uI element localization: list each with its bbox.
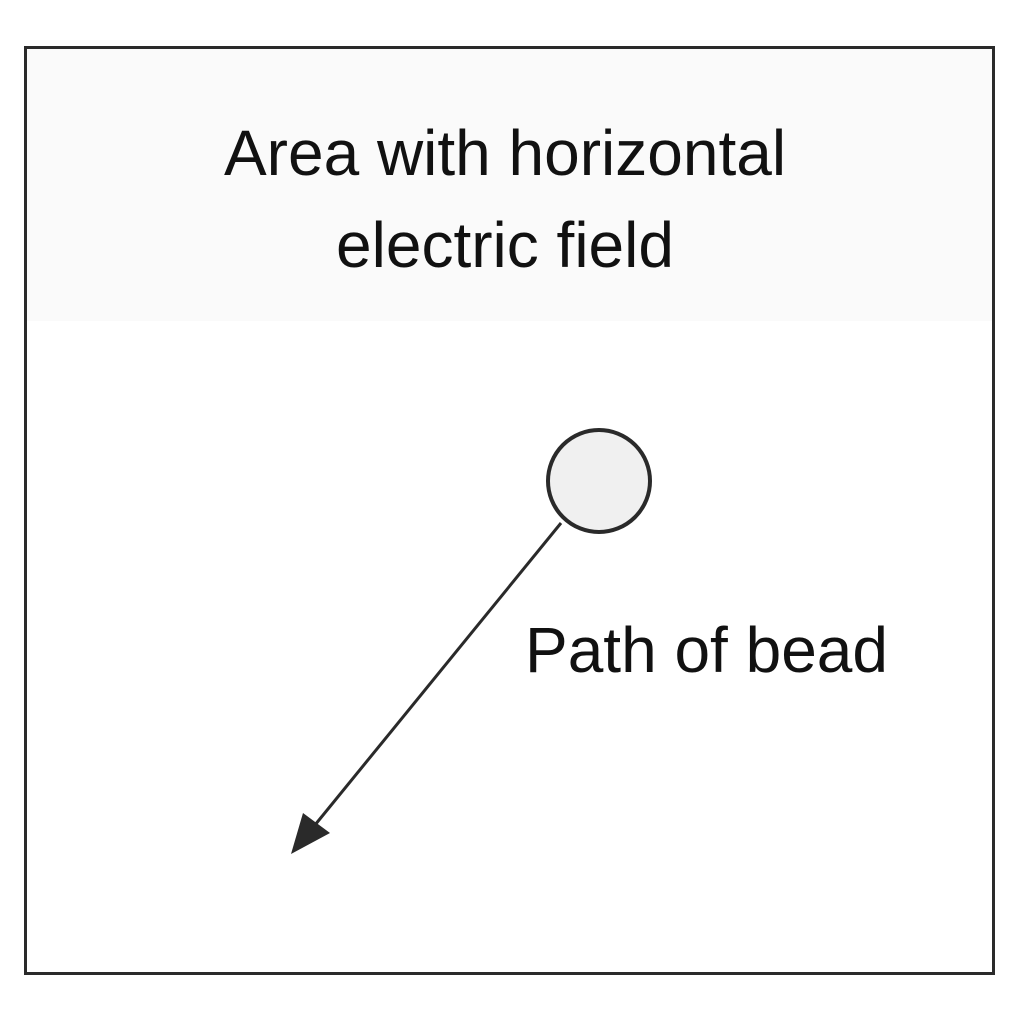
path-of-bead-label: Path of bead (525, 614, 888, 686)
field-label-line1: Area with horizontal (223, 117, 787, 189)
field-label-line2: electric field (336, 209, 674, 281)
diagram-frame: Area with horizontal electric field Path… (24, 46, 995, 975)
field-region-label: Area with horizontal electric field (27, 107, 983, 291)
electric-field-region (27, 49, 992, 321)
